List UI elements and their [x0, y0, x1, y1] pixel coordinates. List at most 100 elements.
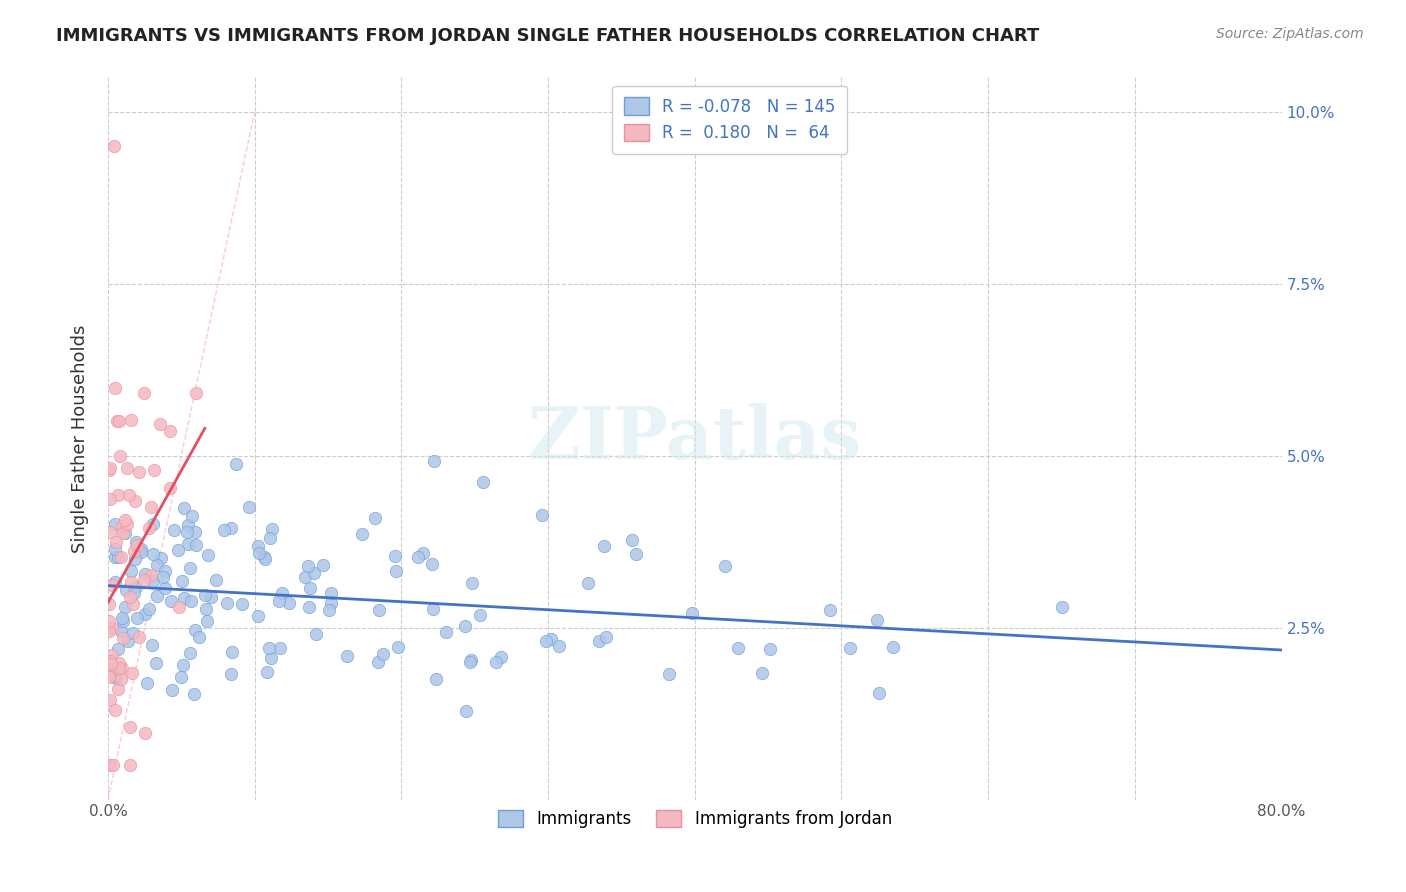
Immigrants: [104, 549, 127, 564]
Immigrants: [183, 624, 205, 638]
Immigrants from Jordan: [108, 449, 131, 463]
Immigrants: [172, 658, 194, 673]
Immigrants: [160, 594, 183, 608]
Immigrants from Jordan: [105, 534, 128, 549]
Immigrants: [453, 619, 475, 633]
Immigrants: [219, 520, 242, 534]
Immigrants: [110, 624, 132, 638]
Immigrants from Jordan: [98, 461, 121, 475]
Immigrants from Jordan: [122, 543, 145, 558]
Immigrants from Jordan: [121, 666, 143, 681]
Immigrants from Jordan: [111, 519, 134, 533]
Immigrants: [215, 596, 238, 610]
Immigrants from Jordan: [110, 550, 132, 565]
Immigrants: [838, 640, 860, 655]
Immigrants: [114, 599, 136, 614]
Immigrants: [177, 537, 200, 551]
Immigrants: [620, 533, 643, 548]
Immigrants: [104, 671, 127, 685]
Immigrants from Jordan: [128, 465, 150, 479]
Immigrants: [200, 591, 222, 605]
Immigrants: [238, 500, 260, 515]
Immigrants from Jordan: [105, 414, 128, 428]
Immigrants from Jordan: [98, 615, 121, 629]
Immigrants from Jordan: [124, 494, 146, 508]
Immigrants from Jordan: [107, 656, 129, 670]
Immigrants: [142, 517, 165, 532]
Immigrants from Jordan: [98, 463, 121, 477]
Immigrants: [153, 564, 176, 578]
Immigrants: [179, 561, 201, 575]
Immigrants: [120, 564, 142, 578]
Immigrants: [111, 611, 134, 625]
Immigrants: [197, 548, 219, 562]
Immigrants from Jordan: [120, 413, 142, 427]
Immigrants: [271, 586, 294, 600]
Immigrants: [124, 552, 146, 566]
Immigrants: [422, 454, 444, 468]
Immigrants: [134, 607, 156, 622]
Immigrants: [882, 640, 904, 655]
Immigrants: [422, 602, 444, 616]
Immigrants: [530, 508, 553, 522]
Immigrants: [267, 594, 290, 608]
Immigrants: [471, 475, 494, 490]
Immigrants: [534, 634, 557, 648]
Immigrants: [231, 597, 253, 611]
Immigrants from Jordan: [101, 758, 124, 772]
Immigrants: [489, 650, 512, 665]
Immigrants from Jordan: [134, 726, 156, 740]
Immigrants: [318, 603, 340, 617]
Immigrants: [125, 611, 148, 625]
Immigrants from Jordan: [98, 624, 121, 638]
Immigrants: [153, 581, 176, 595]
Immigrants: [319, 586, 342, 600]
Immigrants: [138, 602, 160, 616]
Immigrants: [588, 634, 610, 648]
Immigrants: [117, 633, 139, 648]
Immigrants from Jordan: [169, 599, 191, 614]
Immigrants: [180, 593, 202, 607]
Immigrants: [460, 655, 482, 669]
Immigrants from Jordan: [107, 660, 129, 674]
Immigrants: [146, 558, 169, 572]
Immigrants: [298, 599, 321, 614]
Immigrants: [868, 685, 890, 699]
Immigrants: [219, 666, 242, 681]
Immigrants: [247, 546, 270, 560]
Immigrants: [434, 625, 457, 640]
Immigrants from Jordan: [108, 413, 131, 427]
Immigrants from Jordan: [103, 139, 125, 153]
Immigrants: [260, 522, 283, 536]
Immigrants from Jordan: [118, 488, 141, 502]
Immigrants: [183, 525, 205, 540]
Immigrants: [104, 542, 127, 557]
Immigrants: [420, 557, 443, 571]
Immigrants from Jordan: [104, 703, 127, 717]
Immigrants: [177, 517, 200, 532]
Immigrants: [485, 655, 508, 669]
Text: Source: ZipAtlas.com: Source: ZipAtlas.com: [1216, 27, 1364, 41]
Immigrants from Jordan: [100, 667, 122, 681]
Immigrants: [681, 606, 703, 620]
Immigrants: [114, 582, 136, 597]
Immigrants: [727, 641, 749, 656]
Immigrants: [104, 669, 127, 683]
Immigrants: [257, 640, 280, 655]
Immigrants: [169, 670, 191, 684]
Immigrants from Jordan: [117, 517, 139, 532]
Immigrants: [125, 535, 148, 549]
Immigrants from Jordan: [107, 681, 129, 696]
Immigrants: [818, 603, 841, 617]
Immigrants from Jordan: [98, 524, 121, 539]
Immigrants: [312, 558, 335, 572]
Immigrants: [714, 558, 737, 573]
Immigrants from Jordan: [114, 513, 136, 527]
Immigrants: [170, 574, 193, 588]
Immigrants from Jordan: [118, 590, 141, 604]
Immigrants: [173, 500, 195, 515]
Immigrants from Jordan: [111, 661, 134, 675]
Immigrants: [253, 549, 276, 564]
Immigrants: [142, 547, 165, 561]
Immigrants: [173, 591, 195, 605]
